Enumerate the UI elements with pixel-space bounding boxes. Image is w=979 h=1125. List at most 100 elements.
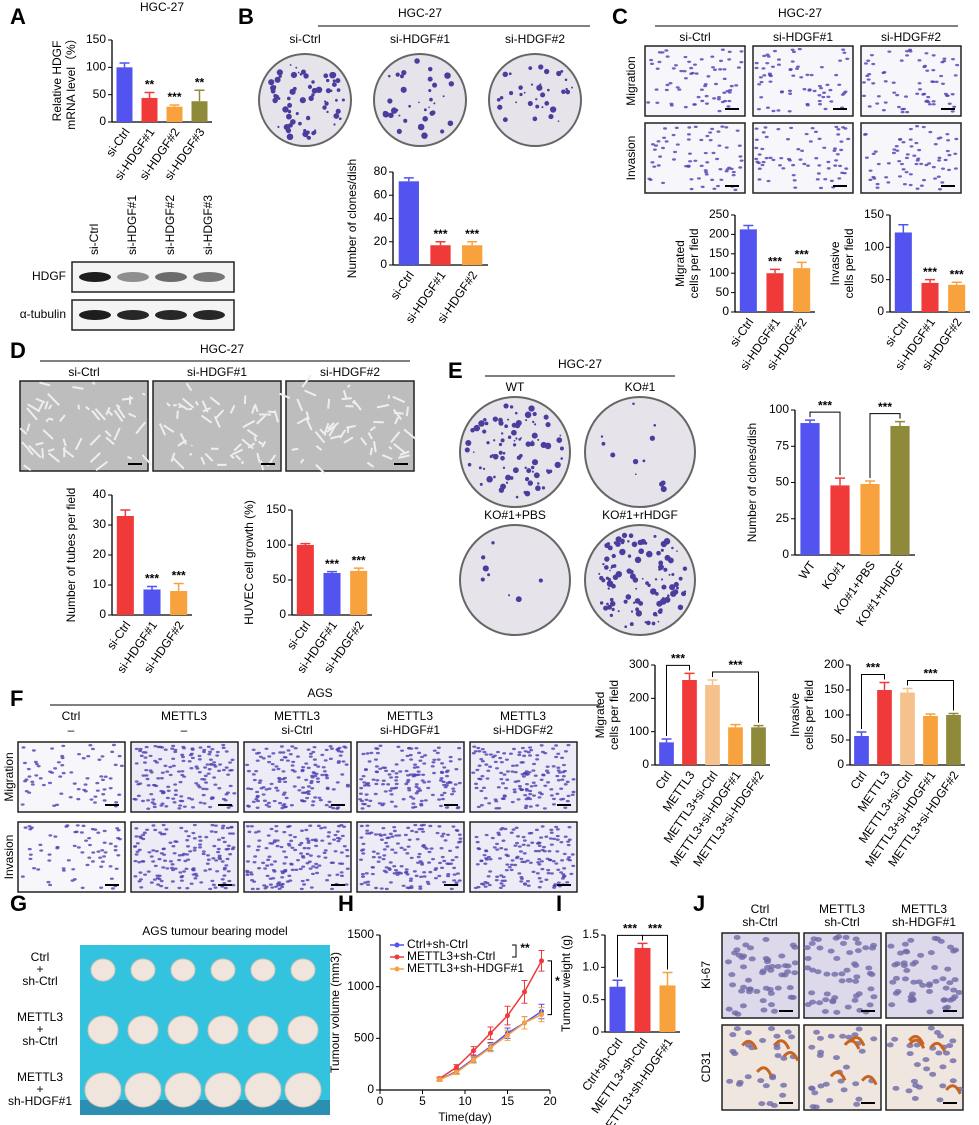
cell [21,875,25,877]
cell [29,853,33,855]
cell [437,825,441,827]
colony [424,108,427,111]
cell [279,846,283,848]
cell [440,771,444,773]
cell [838,971,845,976]
cell [160,880,164,882]
cell [541,773,545,775]
cell [734,1026,741,1031]
cell [109,865,113,867]
cell [199,746,203,748]
cell [754,158,758,160]
colony [612,554,616,558]
colony [465,447,470,452]
cell [673,151,677,153]
cell [506,770,510,772]
cell [414,786,418,788]
cell [343,845,347,847]
cell [27,768,31,770]
x-tick-label: 20 [543,1094,557,1108]
cell [530,842,534,844]
cell [537,858,541,860]
cell [726,1007,733,1012]
colony [421,132,427,138]
colony [525,477,529,481]
cell [833,164,837,166]
colony [313,131,316,134]
cell [937,159,941,161]
cell [210,880,214,882]
bar [948,285,965,312]
cell [730,85,734,87]
cell [718,68,722,70]
band [117,272,149,282]
cell [941,998,948,1003]
cell [346,868,350,870]
colony [539,83,541,85]
colony [511,430,517,436]
cell [920,185,924,187]
cell [556,753,560,755]
cell [50,747,54,749]
tumour [211,959,235,981]
cell [705,135,709,137]
cell [497,786,501,788]
cell [284,806,288,808]
cell [116,854,120,856]
cell [387,836,391,838]
cell [155,850,159,852]
cell [419,876,423,878]
y-axis-label: cells per field [607,680,621,750]
cell [493,846,497,848]
cell [36,868,40,870]
cell [301,880,305,882]
colony [470,428,475,433]
colony [333,113,339,119]
bar [728,727,743,765]
title: HGC-27 [778,6,822,20]
cell [431,794,435,796]
tumour [128,1016,158,1044]
cell [456,872,460,874]
cell [229,785,233,787]
colony [565,90,570,95]
cell [498,857,502,859]
cell [488,766,492,768]
bar [705,685,720,765]
cell [440,794,444,796]
bracket [512,945,516,957]
colony [333,123,335,125]
cell [276,883,280,885]
bar [890,426,909,555]
cell [439,805,443,807]
cell [809,968,816,973]
cell [567,844,571,846]
cell [524,772,528,774]
cell [758,1101,765,1106]
colony [629,570,633,574]
cell [301,791,305,793]
cell [475,787,479,789]
cell [855,948,862,953]
cell [922,179,926,181]
cell [325,804,329,806]
colony [643,459,646,462]
cell [555,793,559,795]
cell [805,1002,812,1007]
cell [205,763,209,765]
panel-letter: A [10,4,26,29]
cell [739,61,743,63]
cell [538,877,542,879]
bar [192,101,208,122]
colony [295,67,297,69]
cell [202,850,206,852]
cell [212,884,216,886]
cell [866,60,870,62]
cell [177,887,181,889]
cell [287,843,291,845]
colony [388,75,391,78]
cell [313,775,317,777]
cell [501,885,505,887]
cell [710,179,714,181]
cell [69,771,73,773]
